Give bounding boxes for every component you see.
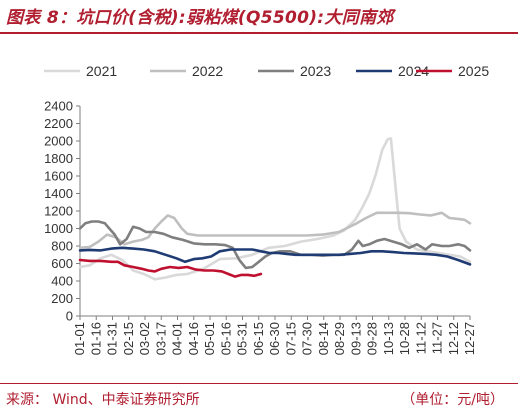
x-tick-label: 01-01 bbox=[72, 322, 87, 355]
x-tick-label: 03-17 bbox=[153, 322, 168, 355]
source-note: 来源： Wind、中泰证券研究所 bbox=[6, 392, 200, 408]
y-tick-label: 2400 bbox=[44, 99, 73, 114]
series-line-2024 bbox=[78, 246, 472, 266]
x-tick-label: 01-16 bbox=[88, 322, 103, 355]
x-tick-label: 12-12 bbox=[446, 322, 461, 355]
x-tick-label: 05-31 bbox=[235, 322, 250, 355]
series-line-2021 bbox=[78, 137, 472, 281]
x-tick-label: 11-27 bbox=[430, 322, 445, 354]
x-tick-label: 01-31 bbox=[105, 322, 120, 355]
y-tick-label: 2200 bbox=[44, 116, 73, 131]
x-tick-label: 03-02 bbox=[137, 322, 152, 355]
x-tick-label: 10-13 bbox=[381, 322, 396, 355]
x-tick-label: 04-16 bbox=[186, 322, 201, 355]
x-tick-label: 08-29 bbox=[332, 322, 347, 355]
line-chart: 2021 2022 2023 2024 2025 0 200 400 600 800 1000 12… bbox=[44, 63, 489, 355]
y-tick-label: 200 bbox=[51, 291, 73, 306]
x-tick-label: 02-15 bbox=[121, 322, 136, 355]
y-tick-label: 2000 bbox=[44, 134, 73, 149]
y-tick-label: 1600 bbox=[44, 169, 73, 184]
x-tick-label: 04-01 bbox=[170, 322, 185, 355]
x-axis: 01-01 01-16 01-31 02-15 03-02 03-17 04-01 04-16… bbox=[72, 315, 477, 355]
chart-title: 图表 8：坑口价(含税):弱粘煤(Q5500):大同南郊 bbox=[6, 8, 394, 28]
title-divider bbox=[0, 32, 518, 34]
series-line-2022 bbox=[78, 211, 472, 250]
y-tick-label: 600 bbox=[51, 256, 73, 271]
source-divider bbox=[0, 383, 518, 384]
series-line-2023 bbox=[78, 220, 472, 270]
x-tick-label: 11-12 bbox=[413, 322, 428, 354]
x-tick-label: 10-28 bbox=[397, 322, 412, 355]
unit-note: （单位：元/吨） bbox=[401, 392, 504, 408]
x-tick-label: 07-30 bbox=[300, 322, 315, 355]
y-axis: 0 200 400 600 800 1000 1200 1400 1600 1800 2000 220… bbox=[44, 99, 81, 324]
x-tick-label: 06-30 bbox=[267, 322, 282, 355]
x-tick-label: 05-16 bbox=[218, 322, 233, 355]
x-tick-label: 06-15 bbox=[251, 322, 266, 355]
legend-label-2022: 2022 bbox=[192, 63, 223, 79]
y-tick-label: 1400 bbox=[44, 186, 73, 201]
chart-legend: 2021 2022 2023 2024 2025 bbox=[44, 63, 489, 79]
legend-label-2023: 2023 bbox=[300, 63, 331, 79]
x-tick-label: 08-14 bbox=[316, 322, 331, 355]
legend-label-2021: 2021 bbox=[86, 63, 117, 79]
y-tick-label: 800 bbox=[51, 239, 73, 254]
x-tick-label: 09-28 bbox=[365, 322, 380, 355]
x-tick-label: 09-13 bbox=[348, 322, 363, 355]
legend-label-2025: 2025 bbox=[458, 63, 489, 79]
y-tick-label: 400 bbox=[51, 274, 73, 289]
x-tick-label: 07-15 bbox=[283, 322, 298, 355]
x-tick-label: 05-01 bbox=[202, 322, 217, 355]
y-tick-label: 0 bbox=[66, 309, 73, 324]
y-tick-label: 1800 bbox=[44, 151, 73, 166]
y-tick-label: 1200 bbox=[44, 204, 73, 219]
y-tick-label: 1000 bbox=[44, 221, 73, 236]
legend-label-2024: 2024 bbox=[398, 63, 429, 79]
x-tick-label: 12-27 bbox=[462, 322, 477, 355]
plot-area bbox=[78, 137, 472, 281]
series-line-2025 bbox=[78, 258, 263, 278]
